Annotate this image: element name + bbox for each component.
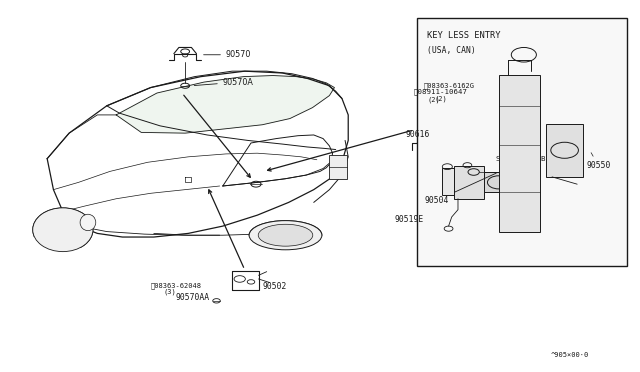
Bar bbox=[499, 75, 540, 231]
Text: 90570A: 90570A bbox=[194, 78, 253, 87]
Bar bbox=[330, 155, 347, 179]
Bar bbox=[484, 172, 514, 192]
Ellipse shape bbox=[249, 221, 322, 250]
Text: ^905×00·0: ^905×00·0 bbox=[551, 352, 589, 357]
Text: 90519E: 90519E bbox=[394, 215, 423, 224]
Text: 90570AA: 90570AA bbox=[176, 294, 210, 302]
Bar bbox=[546, 124, 584, 177]
Text: Ⓢ08363-62048: Ⓢ08363-62048 bbox=[150, 282, 202, 289]
Text: (2): (2) bbox=[428, 96, 440, 103]
Bar bbox=[442, 168, 454, 195]
Bar bbox=[454, 166, 484, 199]
Text: 90570: 90570 bbox=[204, 50, 252, 59]
Text: (3): (3) bbox=[163, 289, 176, 295]
Text: SEE SEC.99B: SEE SEC.99B bbox=[495, 156, 545, 162]
Text: 90504: 90504 bbox=[425, 173, 496, 205]
Text: Ⓢ08363-6162G: Ⓢ08363-6162G bbox=[424, 83, 474, 89]
Text: 90550: 90550 bbox=[587, 153, 611, 170]
Text: Ⓞ08911-10647: Ⓞ08911-10647 bbox=[414, 88, 468, 94]
Text: (2): (2) bbox=[435, 95, 447, 102]
Ellipse shape bbox=[33, 208, 93, 251]
Ellipse shape bbox=[258, 224, 313, 246]
Text: 90616: 90616 bbox=[406, 130, 430, 139]
Bar bbox=[417, 18, 627, 266]
Text: (USA, CAN): (USA, CAN) bbox=[427, 46, 476, 55]
Text: 90502: 90502 bbox=[262, 282, 287, 291]
Ellipse shape bbox=[80, 214, 96, 231]
Text: KEY LESS ENTRY: KEY LESS ENTRY bbox=[427, 31, 500, 40]
Polygon shape bbox=[116, 76, 335, 133]
